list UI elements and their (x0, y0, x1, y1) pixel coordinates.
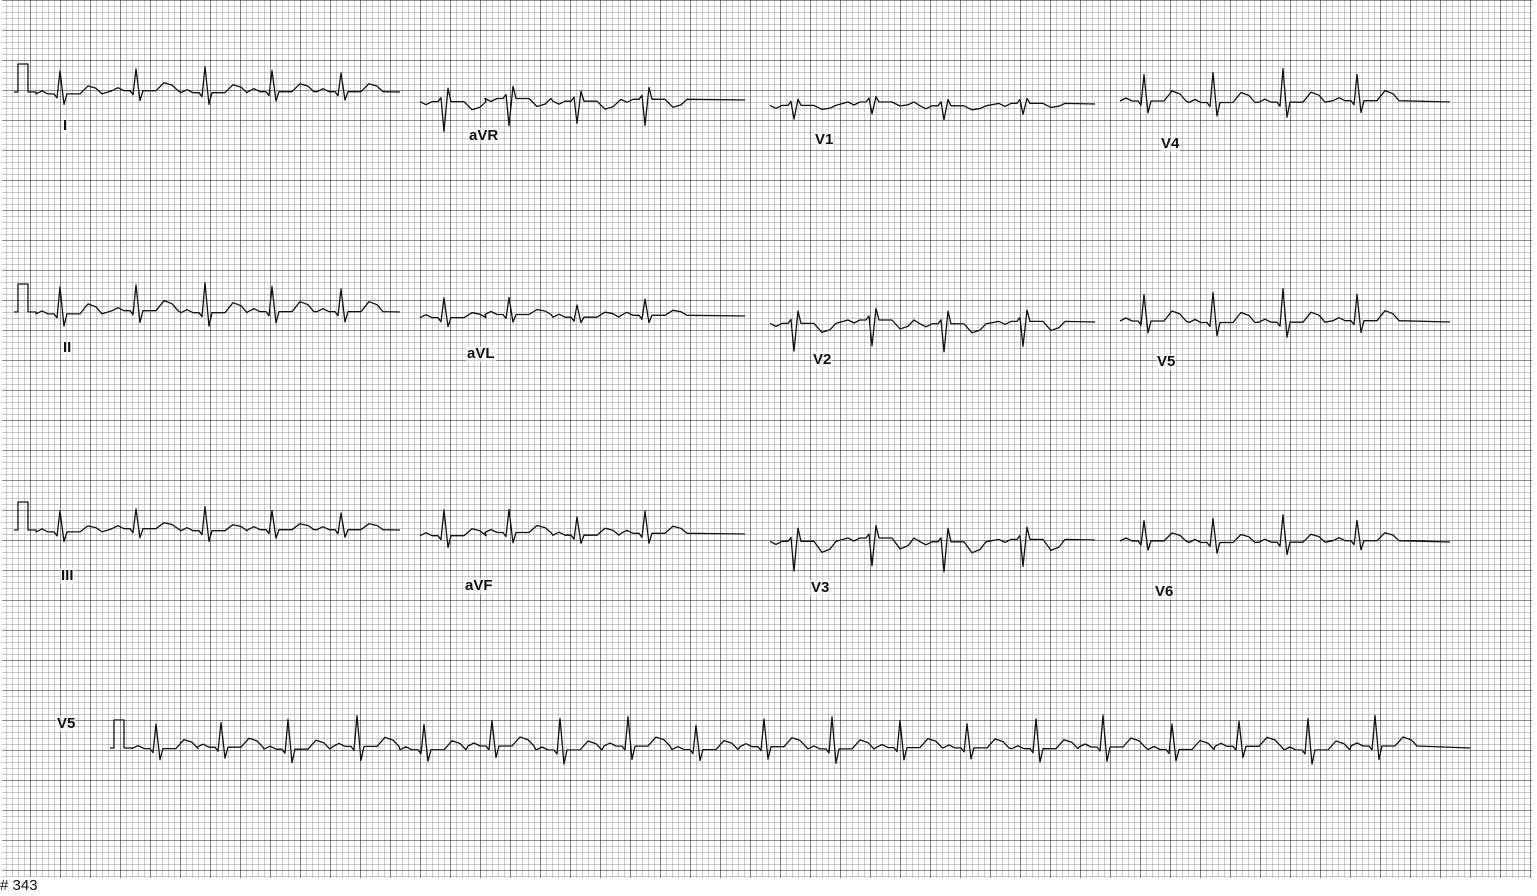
trace-lead-iii (14, 501, 401, 543)
record-number: # 343 (0, 877, 41, 895)
trace-lead-v1 (769, 96, 1096, 121)
lead-label-v3: V3 (810, 579, 831, 596)
lead-label-i: I (62, 117, 69, 134)
lead-label-v4: V4 (1160, 135, 1181, 152)
trace-lead-v5-row2 (1119, 288, 1451, 338)
ecg-traces (14, 63, 1471, 765)
trace-lead-ii (14, 282, 401, 327)
grid-lines (2, 0, 1532, 878)
lead-label-avl: aVL (466, 345, 496, 362)
trace-lead-v3 (769, 524, 1096, 573)
trace-lead-v2 (769, 307, 1096, 353)
trace-lead-v4 (1119, 68, 1451, 118)
trace-lead-avr (419, 85, 746, 133)
lead-label-avf: aVF (464, 577, 494, 594)
lead-label-v1: V1 (814, 131, 835, 148)
trace-lead-v5-rhythm (110, 714, 1471, 765)
lead-label-ii: II (62, 339, 73, 356)
trace-lead-v6 (1119, 514, 1451, 556)
lead-label-iii: III (60, 567, 75, 584)
lead-label-v6: V6 (1154, 583, 1175, 600)
trace-lead-i (14, 63, 401, 106)
lead-label-v5-rhythm: V5 (56, 715, 77, 732)
lead-label-v2: V2 (812, 351, 833, 368)
lead-label-avr: aVR (468, 127, 500, 144)
lead-label-v5-row2: V5 (1156, 353, 1177, 370)
trace-lead-avl (419, 296, 746, 328)
trace-lead-avf (419, 508, 746, 548)
